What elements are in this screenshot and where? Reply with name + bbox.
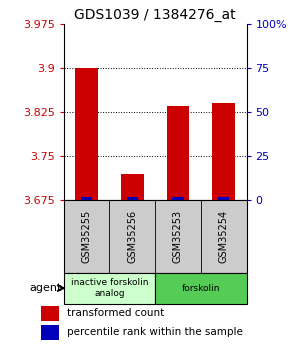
Text: GSM35255: GSM35255: [82, 210, 92, 263]
Bar: [121, 174, 144, 200]
Bar: [172, 197, 184, 200]
Text: transformed count: transformed count: [67, 308, 165, 318]
Bar: [41, 306, 59, 321]
Bar: [155, 273, 246, 304]
Text: GSM35253: GSM35253: [173, 210, 183, 263]
Bar: [81, 197, 92, 200]
Text: GSM35256: GSM35256: [127, 210, 137, 263]
Text: percentile rank within the sample: percentile rank within the sample: [67, 327, 243, 337]
Title: GDS1039 / 1384276_at: GDS1039 / 1384276_at: [74, 8, 236, 22]
Text: inactive forskolin
analog: inactive forskolin analog: [71, 278, 148, 298]
Text: agent: agent: [30, 283, 62, 293]
Bar: [75, 68, 98, 200]
Bar: [166, 106, 189, 200]
Bar: [127, 197, 138, 200]
Bar: [64, 273, 155, 304]
Bar: [218, 197, 229, 200]
Bar: [212, 104, 235, 200]
Text: GSM35254: GSM35254: [219, 210, 229, 263]
Text: forskolin: forskolin: [182, 284, 220, 293]
Bar: [41, 325, 59, 339]
